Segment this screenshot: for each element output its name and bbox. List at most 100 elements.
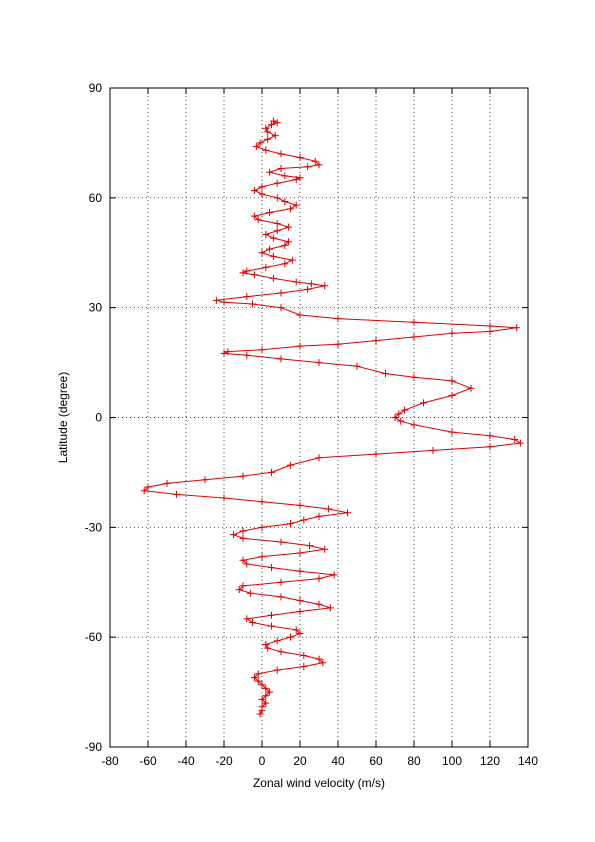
data-point [269,274,277,282]
data-point [262,124,270,132]
data-point [296,174,304,182]
data-point [140,487,148,495]
data-point [264,644,272,652]
data-point [268,564,275,572]
data-point [243,560,251,568]
data-point [266,208,274,216]
data-point [277,648,285,656]
data-point [287,205,294,213]
data-point [292,176,300,184]
data-point [224,348,232,356]
data-point [467,384,475,392]
data-point [281,241,289,249]
data-point [486,327,494,335]
data-point [296,311,304,319]
data-point [315,575,323,583]
data-point [296,630,304,638]
data-point [277,150,285,158]
data-point [397,417,405,425]
data-point [321,282,329,290]
data-point [287,520,294,528]
data-point [249,300,256,308]
data-point [247,589,255,597]
data-point [243,293,251,301]
x-tick-label: -20 [215,754,233,768]
data-point [292,626,300,634]
data-point [268,121,275,129]
y-tick-label: 30 [89,301,103,315]
data-point [292,278,300,286]
data-point [315,359,323,367]
data-point [296,501,304,509]
data-point [243,267,251,275]
data-point [262,684,270,692]
x-tick-label: 120 [480,754,500,768]
data-point [296,154,304,162]
data-point [220,494,228,502]
data-point [288,256,296,264]
data-point [315,600,323,608]
data-point [277,289,285,297]
y-tick-label: 90 [89,81,103,95]
data-point [258,346,266,354]
x-tick-label: -60 [139,754,157,768]
data-point [296,549,304,557]
data-point [296,597,304,605]
data-point [429,446,437,454]
data-point [448,392,456,400]
data-point [281,197,289,205]
data-point [269,117,277,125]
data-point [353,362,361,370]
data-point [391,414,399,421]
data-point [304,285,312,293]
data-point [254,216,262,224]
data-point [262,263,270,271]
data-point [254,670,262,678]
data-point [277,165,285,173]
data-point [239,527,247,535]
data-point [372,450,380,458]
data-point [372,337,380,345]
data-point [273,194,281,202]
data-point [382,370,389,378]
data-point [334,315,342,323]
data-point [326,604,334,612]
data-point [254,677,262,685]
data-point [315,454,323,462]
data-point [287,461,294,469]
data-point [315,512,323,520]
data-point [258,681,266,689]
data-point [300,651,308,659]
y-tick-label: 0 [95,411,102,425]
data-point [268,468,275,476]
x-tick-label: 60 [369,754,383,768]
data-point [511,435,519,443]
data-point [258,695,266,703]
data-point [230,531,237,539]
data-point [250,271,258,279]
data-point [220,298,228,306]
data-point [306,542,313,550]
data-point [277,355,285,363]
series-layer [140,117,524,718]
data-point [513,324,521,332]
data-point [258,523,266,531]
y-axis-label: Latitude (degree) [56,372,70,463]
data-point [277,593,285,601]
data-point [258,706,266,714]
data-point [410,318,418,326]
data-point [273,637,281,645]
data-point [220,349,228,357]
data-point [273,179,281,187]
tick-label-layer: -80 -60 -40 -20 0 20 40 60 80 100 120 140 -90 -60 -30 0… [85,81,539,768]
data-point [243,615,251,623]
data-point [296,608,304,616]
data-point [256,139,264,147]
y-tick-label: 60 [89,191,103,205]
data-point [321,545,329,553]
data-point [273,219,281,227]
data-point [144,483,152,491]
data-point [250,187,258,195]
data-point [285,238,293,246]
data-point [292,201,300,209]
